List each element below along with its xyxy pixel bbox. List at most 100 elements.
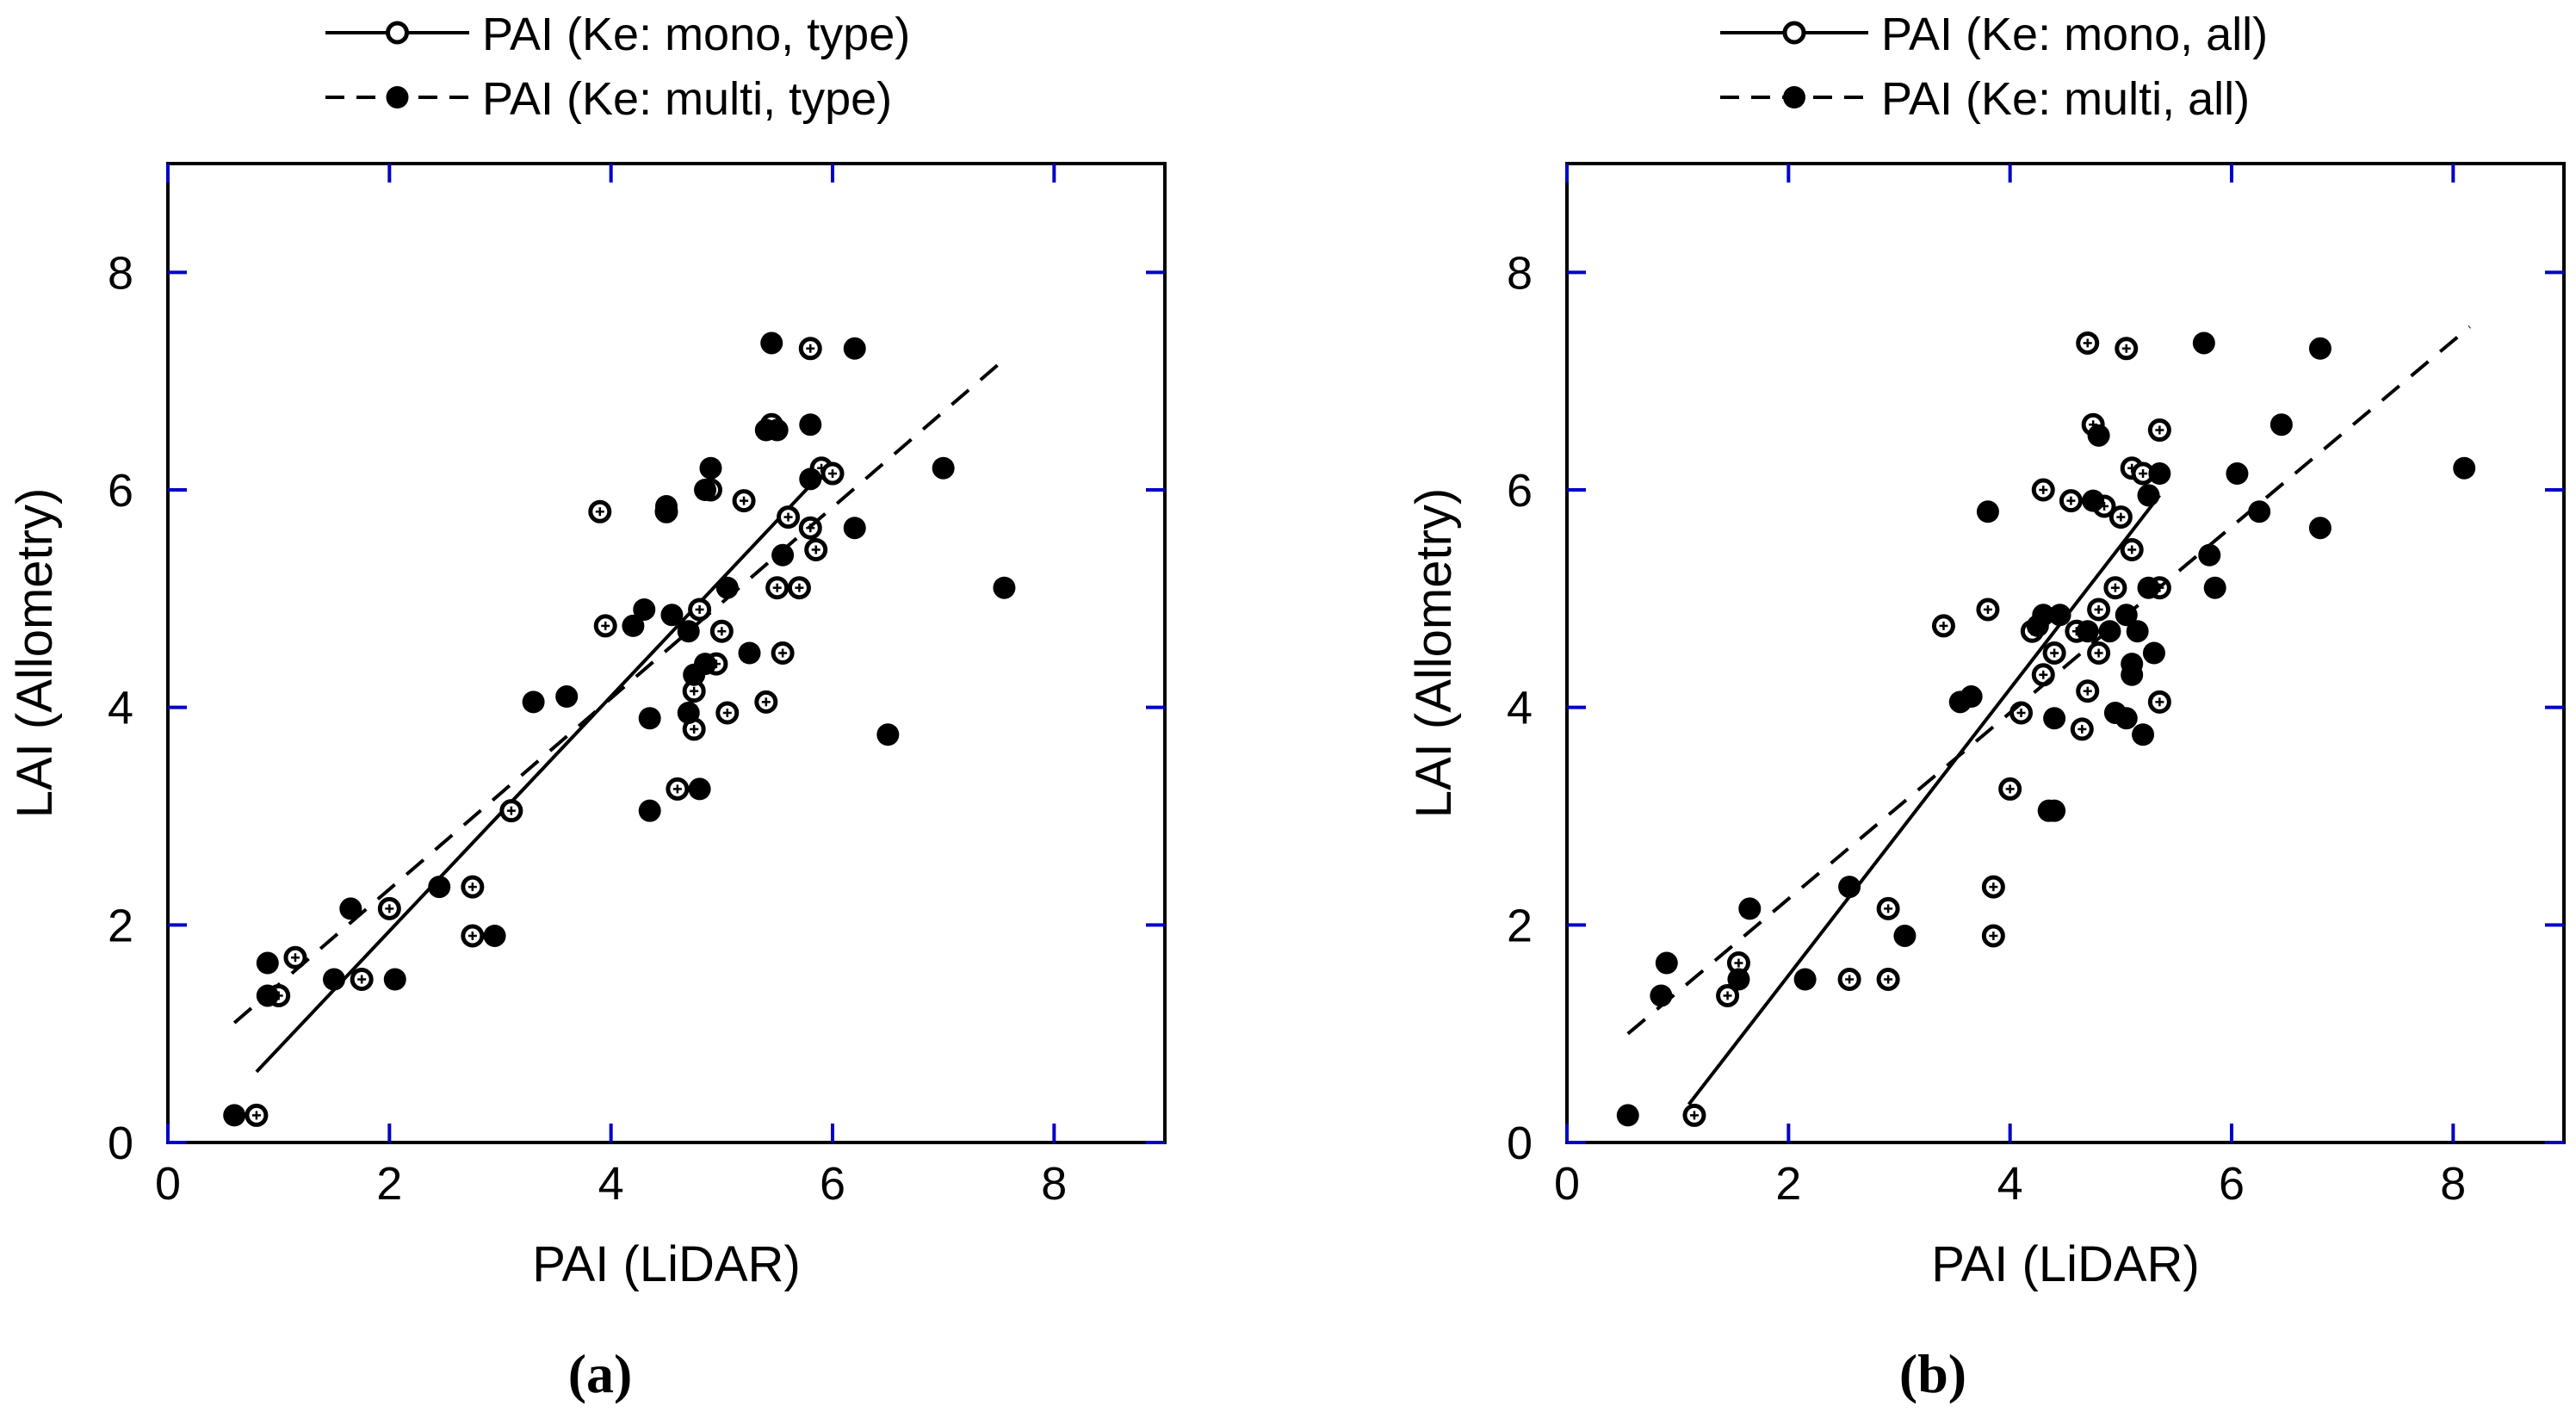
data-point <box>2108 505 2133 529</box>
data-point <box>1716 983 1740 1007</box>
data-point <box>2132 723 2155 746</box>
y-tick-label: 8 <box>108 247 133 299</box>
x-tick-label: 8 <box>2440 1158 2466 1210</box>
x-tick-label: 6 <box>820 1158 845 1210</box>
data-point <box>256 951 279 975</box>
x-tick-label: 4 <box>1997 1158 2023 1210</box>
data-point <box>2070 717 2094 741</box>
data-point <box>2203 576 2226 599</box>
x-tick-label: 8 <box>1041 1158 1067 1210</box>
data-point <box>688 777 711 801</box>
data-point <box>2076 620 2099 643</box>
y-tick-label: 4 <box>108 683 133 734</box>
data-point <box>1876 896 1900 920</box>
legend-label: PAI (Ke: multi, type) <box>482 73 892 125</box>
data-point <box>2121 663 2144 686</box>
plot-frame <box>166 162 1167 1144</box>
y-tick-label: 2 <box>1507 900 1533 951</box>
data-point <box>2137 576 2160 599</box>
series-mono <box>245 337 845 1127</box>
y-tick-label: 2 <box>108 900 133 951</box>
data-point <box>787 576 811 600</box>
data-point <box>2009 701 2034 725</box>
y-tick-label: 6 <box>108 465 133 517</box>
data-point <box>799 413 822 437</box>
data-point <box>765 576 790 600</box>
y-axis-title: LAI (Allometry) <box>7 488 63 819</box>
data-point <box>1998 777 2022 801</box>
data-point <box>777 505 801 529</box>
data-point <box>677 701 700 724</box>
x-tick-label: 2 <box>1775 1158 1801 1210</box>
data-point <box>350 968 374 991</box>
data-point <box>2226 462 2249 486</box>
data-point <box>1793 968 1817 991</box>
y-tick-label: 6 <box>1507 465 1533 517</box>
x-axis-title: PAI (LiDAR) <box>1931 1236 2200 1292</box>
data-point <box>499 799 523 823</box>
legend-label: PAI (Ke: mono, type) <box>482 9 910 60</box>
data-point <box>820 461 845 486</box>
data-point <box>2115 337 2139 361</box>
data-point <box>245 1103 269 1127</box>
data-point <box>993 576 1016 599</box>
legend-label: PAI (Ke: mono, all) <box>1881 9 2268 60</box>
data-point <box>2032 604 2055 627</box>
data-point <box>765 418 789 442</box>
data-point <box>798 337 822 361</box>
data-point <box>709 619 734 643</box>
data-point <box>754 690 778 714</box>
data-point <box>2042 641 2066 665</box>
data-point <box>1876 968 1900 991</box>
data-point <box>771 641 795 665</box>
y-tick-label: 8 <box>1507 247 1533 299</box>
data-point <box>2087 598 2111 622</box>
data-point <box>2120 537 2144 561</box>
data-point <box>1931 614 1955 638</box>
data-point <box>638 799 661 822</box>
fit-line <box>232 357 1006 1025</box>
data-point <box>715 701 740 725</box>
data-point <box>461 875 485 899</box>
data-point <box>2453 456 2476 480</box>
data-point <box>688 598 712 622</box>
data-point <box>2126 620 2149 643</box>
data-point <box>1981 924 2005 948</box>
data-point <box>2076 679 2100 703</box>
x-axis-title: PAI (LiDAR) <box>532 1236 801 1292</box>
y-tick-label: 4 <box>1507 683 1533 734</box>
data-point <box>876 723 900 746</box>
data-point <box>428 876 451 899</box>
data-point <box>2087 641 2111 665</box>
data-point <box>843 337 866 360</box>
data-point <box>1893 924 1917 947</box>
x-tick-label: 6 <box>2219 1158 2245 1210</box>
data-point <box>2031 478 2055 502</box>
data-point <box>339 897 362 920</box>
data-point <box>682 717 706 741</box>
x-tick-label: 2 <box>376 1158 402 1210</box>
data-point <box>738 641 761 665</box>
fit-line <box>255 472 823 1074</box>
x-tick-label: 0 <box>155 1158 181 1210</box>
data-point <box>1976 500 1999 523</box>
data-point <box>2082 489 2105 512</box>
data-point <box>383 968 406 991</box>
data-point <box>732 489 756 513</box>
legend-label: PAI (Ke: multi, all) <box>1881 73 2250 125</box>
data-point <box>2098 620 2121 643</box>
y-tick-label: 0 <box>1507 1118 1533 1169</box>
data-point <box>2147 690 2171 714</box>
data-point <box>522 690 545 714</box>
series-multi <box>223 331 1016 1127</box>
data-point <box>694 479 717 501</box>
data-point <box>2269 413 2293 437</box>
x-tick-label: 4 <box>598 1158 624 1210</box>
data-point <box>1616 1104 1639 1127</box>
data-point <box>1837 968 1861 991</box>
data-point <box>1960 685 1983 709</box>
data-point <box>2198 543 2221 567</box>
legend-entry: PAI (Ke: multi, all) <box>1720 73 2250 125</box>
data-point <box>588 499 612 523</box>
data-point <box>555 685 579 709</box>
